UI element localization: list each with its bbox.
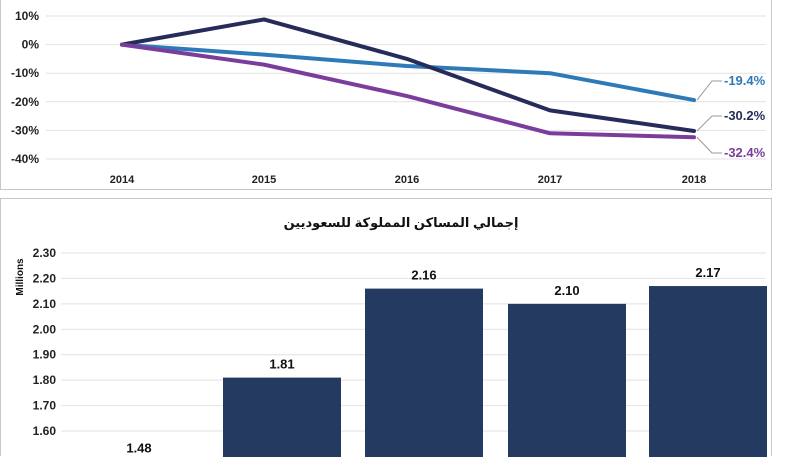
x-tick-label: 2014 bbox=[110, 174, 135, 186]
y-axis-label: Millions bbox=[15, 258, 26, 296]
x-tick-label: 2016 bbox=[395, 174, 419, 186]
y-tick-label: 2.00 bbox=[33, 322, 57, 336]
bar-chart-panel: إجمالي المساكن المملوكة للسعوديين 2.30 2.2… bbox=[0, 198, 772, 457]
y-tick-label: -20% bbox=[11, 95, 39, 109]
x-tick-label: 2018 bbox=[682, 174, 706, 186]
chart-title: إجمالي المساكن المملوكة للسعوديين bbox=[284, 215, 519, 230]
bar bbox=[365, 288, 483, 457]
y-tick-label: 2.10 bbox=[33, 297, 57, 311]
data-point bbox=[548, 71, 552, 75]
bar-value-label: 1.81 bbox=[269, 357, 294, 372]
data-point bbox=[262, 53, 266, 57]
bar-value-label: 1.48 bbox=[126, 441, 151, 456]
data-point bbox=[405, 57, 409, 61]
data-point bbox=[262, 63, 266, 67]
data-point bbox=[262, 17, 266, 21]
line-chart: 10% 0% -10% -20% -30% -40% 2014 2015 2016 2017 201… bbox=[11, 9, 766, 186]
end-label: -32.4% bbox=[724, 145, 766, 160]
data-point bbox=[692, 98, 696, 102]
leader-line bbox=[696, 136, 722, 154]
data-point bbox=[692, 129, 696, 133]
series-line bbox=[120, 42, 696, 103]
y-tick-label: 2.30 bbox=[33, 246, 57, 260]
series-line bbox=[120, 17, 696, 133]
leader-line bbox=[696, 80, 722, 101]
bar-value-label: 2.17 bbox=[695, 265, 720, 280]
bar-value-label: 2.16 bbox=[411, 268, 436, 283]
y-tick-label: 1.80 bbox=[33, 373, 57, 387]
bar bbox=[649, 286, 767, 457]
end-label: -30.2% bbox=[724, 108, 766, 123]
bar bbox=[508, 303, 626, 457]
data-point bbox=[405, 64, 409, 68]
y-tick-label: 1.70 bbox=[33, 399, 57, 413]
y-tick-label: 1.60 bbox=[33, 424, 57, 438]
y-tick-label: 1.90 bbox=[33, 348, 57, 362]
y-tick-label: 0% bbox=[22, 38, 40, 52]
end-label: -19.4% bbox=[724, 73, 766, 88]
data-point bbox=[548, 131, 552, 135]
data-point bbox=[120, 43, 124, 47]
data-point bbox=[548, 108, 552, 112]
y-tick-label: -10% bbox=[11, 66, 39, 80]
y-tick-label: 10% bbox=[15, 9, 39, 23]
bar-chart: إجمالي المساكن المملوكة للسعوديين 2.30 2.2… bbox=[15, 215, 767, 457]
bar-value-label: 2.10 bbox=[554, 283, 579, 298]
y-tick-label: 2.20 bbox=[33, 271, 57, 285]
data-point bbox=[692, 135, 696, 139]
leader-line bbox=[696, 115, 722, 132]
y-tick-label: -40% bbox=[11, 152, 39, 166]
x-tick-label: 2017 bbox=[538, 174, 562, 186]
data-point bbox=[405, 94, 409, 98]
x-tick-label: 2015 bbox=[252, 174, 276, 186]
y-tick-label: -30% bbox=[11, 123, 39, 137]
line-chart-panel: 10% 0% -10% -20% -30% -40% 2014 2015 2016 2017 201… bbox=[0, 0, 772, 190]
bar bbox=[223, 377, 341, 457]
